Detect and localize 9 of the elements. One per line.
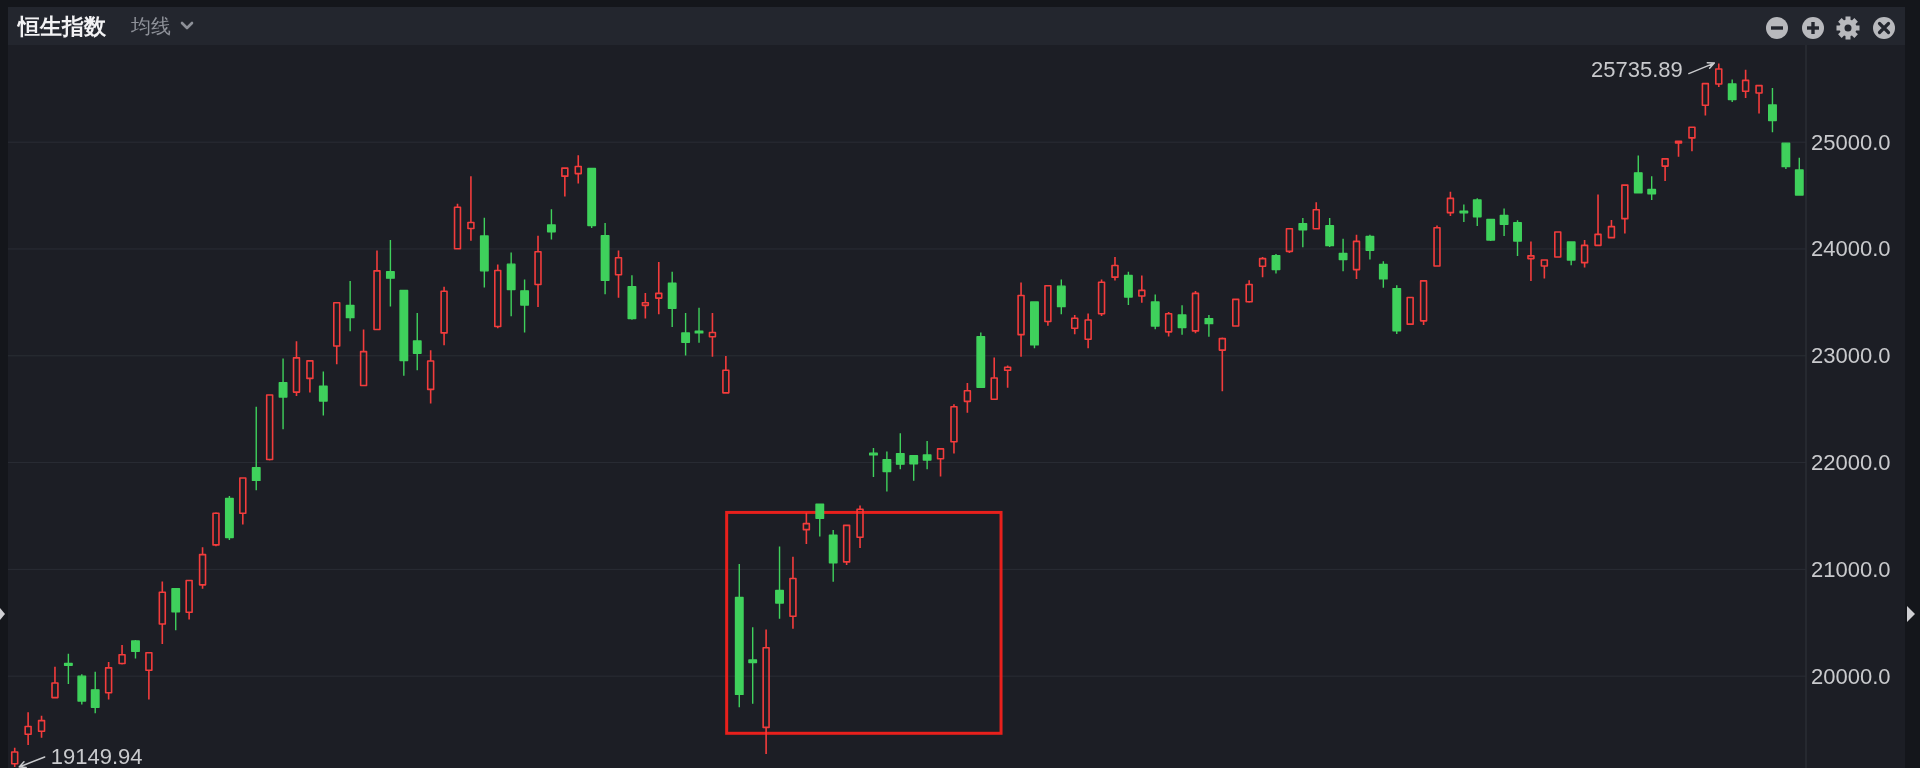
y-tick-label: 22000.0 <box>1811 450 1891 476</box>
y-tick-label: 25000.0 <box>1811 129 1891 155</box>
y-tick-label: 24000.0 <box>1811 236 1891 262</box>
annotation: 19149.94 <box>50 744 143 768</box>
y-tick-label: 23000.0 <box>1811 343 1891 369</box>
annotation: 25735.89 <box>1591 57 1683 83</box>
title: 恒生指数 <box>18 13 106 39</box>
y-tick-label: 21000.0 <box>1811 556 1891 582</box>
y-tick-label: 20000.0 <box>1811 663 1891 689</box>
